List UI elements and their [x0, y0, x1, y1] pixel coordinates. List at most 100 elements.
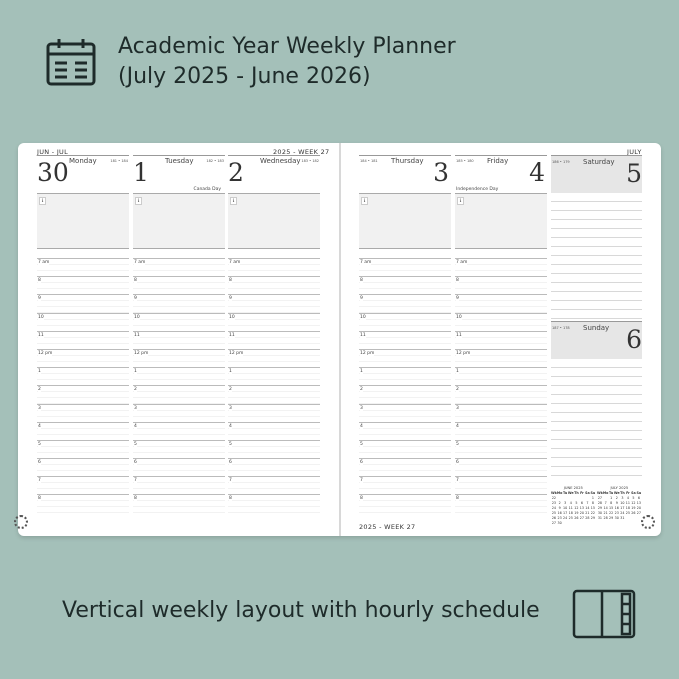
hour-label: 7 — [229, 478, 232, 484]
hour-row: 12 pm — [228, 348, 320, 368]
page-curl-decoration — [641, 515, 655, 529]
hour-row: 5 — [133, 439, 225, 459]
hour-row: 8 — [37, 276, 129, 295]
week-row: 24 9 10 11 12 13 14 15 — [551, 506, 596, 511]
hour-label: 2 — [229, 387, 232, 393]
day-name: Sunday — [583, 324, 610, 332]
date-cell: 22 — [590, 511, 595, 515]
hour-row: 2 — [228, 385, 320, 404]
hour-label: 6 — [456, 460, 459, 466]
day-count: 183 • 182 — [301, 159, 319, 163]
week-row: 28 7 8 9 10 11 12 13 — [597, 501, 642, 506]
mini-calendar: JUNE 2025 Wk Mo Tu We Th Fr Sa Su 22 1 23 2 3 4 5 6 7 8 24 9… — [551, 486, 596, 526]
hour-row: 10 — [228, 312, 320, 331]
hour-label: 7 — [134, 478, 137, 484]
date-cell: 5 — [632, 496, 635, 500]
weekday-header: Th — [574, 491, 579, 495]
date-cell: 8 — [591, 501, 594, 505]
hour-label: 1 — [456, 369, 459, 375]
mini-calendar-title: JUNE 2025 — [563, 486, 583, 490]
date-cell: 30 — [597, 511, 603, 515]
hour-label: 4 — [38, 423, 41, 429]
date-cell: 5 — [575, 501, 578, 505]
hour-label: 3 — [134, 405, 137, 411]
divider — [228, 155, 320, 156]
date-cell: 24 — [563, 516, 568, 520]
hour-row: 12 pm — [455, 348, 547, 368]
mini-calendar-grid: Wk Mo Tu We Th Fr Sa Su 22 1 23 2 3 4 5 6 7 8 24 9 10 11 12 13 1… — [551, 491, 596, 526]
weekend-header: 6 Sunday 187 • 178 — [551, 321, 642, 359]
hour-row: 11 — [228, 330, 320, 349]
hour-label: 11 — [38, 332, 44, 338]
notes-box: i — [228, 193, 320, 249]
day-number: 1 — [133, 158, 149, 187]
hour-row: 1 — [37, 367, 129, 386]
date-cell: 29 — [609, 516, 614, 520]
hour-label: 12 pm — [456, 350, 471, 356]
hour-label: 12 pm — [134, 350, 149, 356]
hour-label: 1 — [38, 369, 41, 375]
hour-label: 10 — [360, 314, 366, 320]
notes-box: i — [359, 193, 451, 249]
date-cell: 29 — [590, 516, 595, 520]
hour-row: 5 — [455, 439, 547, 459]
hour-row: 1 — [359, 367, 451, 386]
hour-row: 1 — [228, 367, 320, 386]
hour-row: 11 — [37, 330, 129, 349]
hour-label: 8 — [456, 496, 459, 502]
date-cell: 8 — [610, 501, 613, 505]
date-cell: 25 — [568, 516, 573, 520]
date-cell: 24 — [551, 506, 557, 510]
date-cell: 9 — [558, 506, 561, 510]
date-cell: 1 — [591, 496, 594, 500]
writing-lines — [551, 193, 642, 321]
hour-label: 7 am — [229, 260, 241, 265]
right-month-header: JULY — [627, 148, 642, 156]
date-cell: 15 — [590, 506, 595, 510]
hour-label: 9 — [360, 296, 363, 302]
day-column: 4 Friday 185 • 180 Independence Day i 7 am 8 9 1… — [455, 155, 547, 524]
weekday-header: Mo — [602, 491, 609, 495]
hour-label: 5 — [229, 441, 232, 447]
hour-row: 7 — [133, 476, 225, 495]
hour-label: 8 — [134, 496, 137, 502]
date-cell: 20 — [636, 506, 641, 510]
week-row: 26 23 24 25 26 27 28 29 — [551, 516, 596, 521]
hour-row: 9 — [359, 294, 451, 313]
day-count: 181 • 184 — [110, 159, 128, 163]
hour-label: 4 — [456, 423, 459, 429]
open-book-icon — [572, 589, 636, 639]
hour-row: 3 — [228, 403, 320, 422]
hour-row: 11 — [359, 330, 451, 349]
date-cell: 24 — [620, 511, 625, 515]
hour-label: 9 — [38, 296, 41, 302]
day-number: 3 — [433, 158, 449, 187]
date-cell: 22 — [609, 511, 614, 515]
date-cell: 23 — [614, 511, 619, 515]
hour-row: 3 — [359, 403, 451, 422]
weekday-header: Fr — [580, 491, 584, 495]
hour-label: 7 — [456, 478, 459, 484]
info-icon: i — [361, 197, 368, 205]
hour-row: 3 — [133, 403, 225, 422]
weekday-header: Th — [620, 491, 625, 495]
date-cell: 23 — [551, 501, 557, 505]
date-cell: 3 — [621, 496, 624, 500]
hour-label: 4 — [229, 423, 232, 429]
hour-row: 10 — [37, 312, 129, 331]
hour-row: 3 — [455, 403, 547, 422]
divider — [455, 155, 547, 156]
hour-label: 5 — [38, 441, 41, 447]
hour-row: 10 — [359, 312, 451, 331]
weekend-header: 5 Saturday 186 • 179 — [551, 155, 642, 193]
calendar-icon — [46, 39, 96, 86]
date-cell: 29 — [597, 506, 603, 510]
hour-label: 8 — [38, 278, 41, 284]
left-week-header: 2025 - WEEK 27 — [273, 148, 330, 156]
hourly-schedule: 7 am 8 9 10 11 12 pm 1 2 3 4 5 6 7 8 — [359, 258, 451, 513]
hour-row: 7 am — [133, 258, 225, 277]
divider — [359, 155, 451, 156]
week-row: 29 14 15 16 17 18 19 20 — [597, 506, 642, 511]
hour-label: 6 — [360, 460, 363, 466]
hour-row: 9 — [455, 294, 547, 313]
